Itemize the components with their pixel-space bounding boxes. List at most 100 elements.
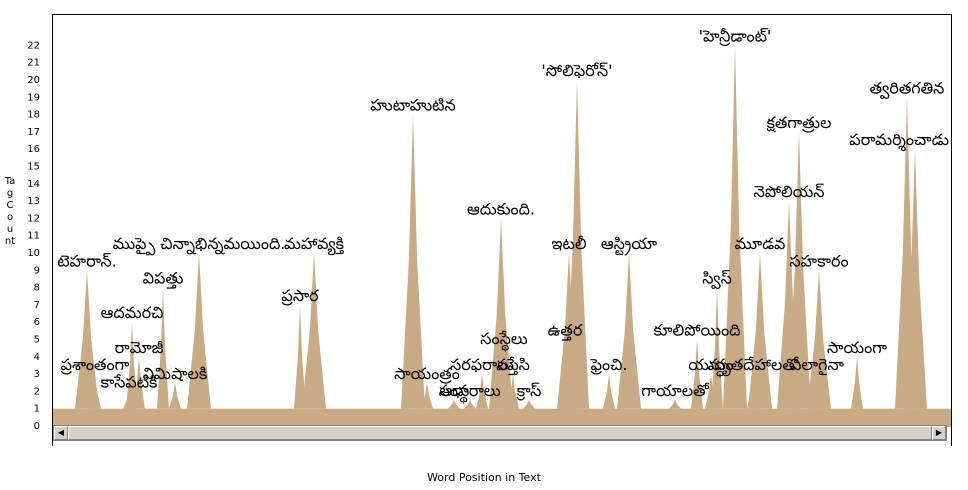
y-tick-label: 6 bbox=[34, 317, 40, 328]
y-tick-label: 22 bbox=[27, 40, 40, 51]
peak-area bbox=[489, 218, 513, 409]
peak-label: రామోజీ bbox=[115, 338, 164, 357]
y-tick-label: 20 bbox=[27, 75, 40, 86]
horizontal-scrollbar[interactable]: ◀ ▶ bbox=[53, 425, 947, 441]
peak-label: ఆదమరచి bbox=[101, 303, 164, 322]
peak-label: సంస్థేలు bbox=[480, 329, 527, 352]
peak-label: ముప్పై చిన్నాభిన్నమయింది. bbox=[113, 234, 286, 256]
scroll-left-button[interactable]: ◀ bbox=[54, 426, 68, 440]
peak-area bbox=[711, 287, 723, 409]
peak-label: సంస్థ bbox=[439, 381, 470, 404]
y-tick-label: 19 bbox=[27, 92, 40, 103]
y-tick-label: 2 bbox=[34, 386, 40, 397]
y-tick-label: 17 bbox=[27, 127, 40, 138]
y-axis-title: TagCount bbox=[4, 176, 16, 247]
y-tick-label: 16 bbox=[27, 144, 40, 155]
peak-label: కాసేపటికి bbox=[101, 372, 158, 391]
peak-area bbox=[464, 400, 476, 409]
peak-label: ఆదుకుంది. bbox=[467, 199, 535, 218]
peak-label: గాయాలతో bbox=[641, 381, 710, 400]
chart-plot-area: టెహరాన్. ప్రశాంతంగా ఆదమరచి కాసేపటికి రామోజీ వ… bbox=[52, 14, 952, 446]
peak-label: సాయంగా bbox=[827, 338, 887, 357]
peak-label: సహకారం bbox=[789, 251, 848, 270]
peak-label: ప్రశాంతంగా bbox=[60, 355, 130, 375]
peak-label: ఉత్తర bbox=[548, 321, 583, 342]
peak-label: క్రాస్ bbox=[516, 381, 541, 401]
peak-label: నిమిషాలకి bbox=[143, 364, 207, 383]
peak-label: ఇటలీ bbox=[551, 234, 586, 253]
peak-label: వస్తేసి bbox=[496, 355, 530, 376]
peak-label: హుటాహుటిన bbox=[370, 96, 456, 115]
peak-label: ఆస్ట్రియా bbox=[601, 234, 657, 256]
peak-label: ఫ్రెంచి. bbox=[590, 355, 628, 375]
peak-label: 'సోలిఫెరోన్' bbox=[541, 61, 612, 80]
peak-area bbox=[75, 270, 99, 409]
y-tick-label: 12 bbox=[27, 213, 40, 224]
peak-area bbox=[294, 304, 306, 409]
y-tick-label: 18 bbox=[27, 110, 40, 121]
peak-area bbox=[787, 131, 811, 409]
chart-svg: టెహరాన్. ప్రశాంతంగా ఆదమరచి కాసేపటికి రామోజీ వ… bbox=[53, 26, 951, 427]
peak-area bbox=[448, 400, 460, 409]
peak-area bbox=[523, 400, 535, 409]
peak-label: పరామర్శించాడు bbox=[849, 130, 949, 152]
peak-label: సరఫరాలు bbox=[450, 355, 514, 374]
y-tick-label: 11 bbox=[27, 231, 40, 242]
peak-label: యుద్ధం bbox=[688, 355, 734, 378]
y-tick-label: 13 bbox=[27, 196, 40, 207]
peak-area bbox=[169, 382, 181, 409]
peak-label: మహావ్యక్తి bbox=[284, 234, 344, 256]
peak-label: విపత్తు bbox=[143, 269, 184, 290]
scroll-right-button[interactable]: ▶ bbox=[932, 426, 946, 440]
peak-area bbox=[133, 356, 145, 409]
peak-area bbox=[421, 382, 433, 409]
peak-label: ప్రసార bbox=[281, 286, 319, 306]
peak-area bbox=[157, 287, 169, 409]
scrollbar-thumb[interactable] bbox=[68, 426, 932, 440]
peak-label: ఆధారాలు bbox=[439, 381, 500, 400]
peak-area bbox=[126, 322, 138, 409]
peak-area bbox=[669, 400, 681, 409]
peak-label: ఎలాగైనా bbox=[790, 355, 844, 376]
peak-area bbox=[851, 356, 863, 409]
peak-label: నెపోలియన్ bbox=[753, 182, 824, 201]
peak-area bbox=[187, 253, 211, 409]
y-tick-label: 3 bbox=[34, 369, 40, 380]
y-tick-label: 21 bbox=[27, 58, 40, 69]
y-tick-label: 8 bbox=[34, 283, 40, 294]
peak-label: 'హెన్రీడాంట్' bbox=[699, 26, 772, 46]
peak-label: సాయంత్రం bbox=[394, 364, 460, 384]
y-tick-label: 9 bbox=[34, 265, 40, 276]
y-tick-label: 7 bbox=[34, 300, 40, 311]
y-tick-label: 15 bbox=[27, 162, 40, 173]
peak-area bbox=[603, 374, 615, 409]
peak-area bbox=[123, 391, 135, 409]
peak-label: మృతదేహాలతో bbox=[708, 355, 799, 377]
peak-area bbox=[302, 253, 326, 409]
peak-area bbox=[748, 253, 772, 409]
peak-area bbox=[498, 348, 510, 409]
peak-area bbox=[565, 80, 589, 409]
y-tick-label: 10 bbox=[27, 248, 40, 259]
peak-label: కూలిపోయింది bbox=[653, 321, 740, 340]
peak-area bbox=[401, 114, 425, 409]
peak-area bbox=[507, 374, 519, 409]
peak-label: క్షతగాత్రుల bbox=[767, 113, 832, 133]
peak-area bbox=[89, 374, 101, 409]
peak-label: త్వరితగతిన bbox=[870, 78, 945, 99]
y-tick-label: 1 bbox=[34, 404, 40, 415]
peak-area bbox=[691, 339, 703, 409]
y-tick-label: 4 bbox=[34, 352, 40, 363]
peak-label: స్విస్ bbox=[702, 269, 732, 290]
peak-area bbox=[723, 45, 747, 409]
peak-label: టెహరాన్. bbox=[57, 251, 117, 270]
x-axis-title: Word Position in Text bbox=[427, 471, 541, 484]
peak-area bbox=[617, 253, 641, 409]
peak-label: మూడవ bbox=[735, 234, 786, 253]
peak-area bbox=[807, 270, 831, 409]
y-tick-label: 5 bbox=[34, 335, 40, 346]
y-tick-label: 0 bbox=[34, 421, 40, 432]
peak-area bbox=[903, 149, 927, 409]
baseline-area bbox=[53, 408, 951, 427]
y-tick-label: 14 bbox=[27, 179, 40, 190]
